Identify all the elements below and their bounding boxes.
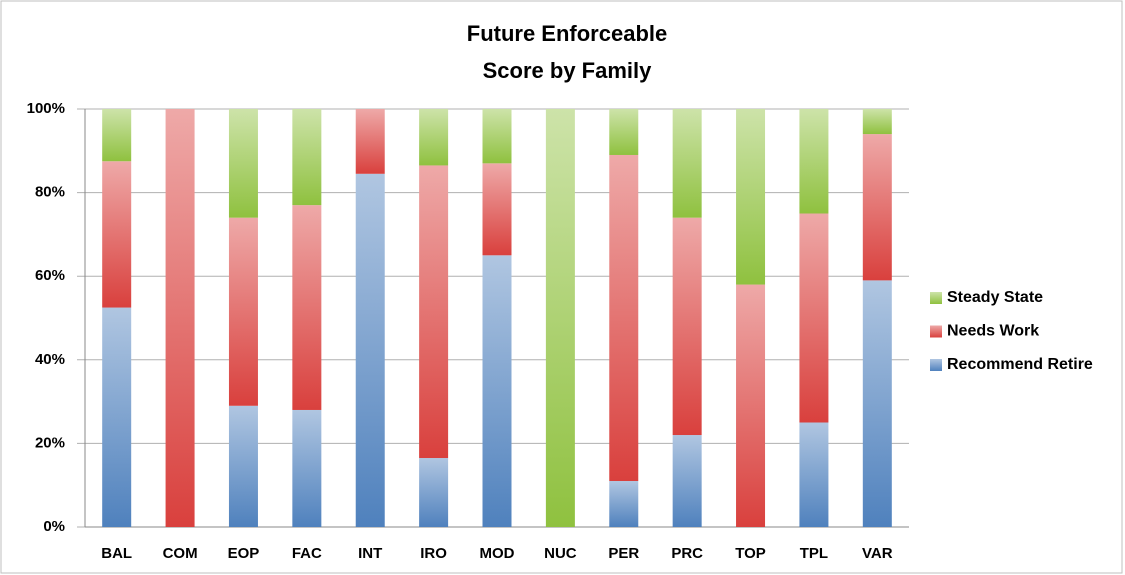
x-tick-label: EOP [228,545,260,562]
bar-segment [482,255,512,528]
bar-segment [228,109,258,218]
x-tick-label: TOP [735,545,766,562]
bar-segment [292,205,322,410]
bar-segment [482,163,512,256]
x-tick-label: INT [358,545,382,562]
bar-segment [545,109,575,527]
bar-segment [736,109,766,285]
bar-segment [419,458,449,527]
x-tick-label: MOD [480,545,515,562]
legend-swatch [930,292,942,304]
x-tick-label: BAL [101,545,132,562]
legend-swatch [930,325,942,338]
bar-segment [355,109,385,174]
legend-label: Needs Work [947,323,1039,340]
x-tick-label: TPL [800,545,828,562]
bar-segment [228,405,258,527]
bar-segment [862,109,892,135]
bar-segment [419,109,449,166]
bar-segment [609,154,639,482]
bar-segment [672,435,702,527]
chart-title: Score by Family [483,58,653,83]
bar-segment [862,134,892,281]
bar-segment [165,109,195,527]
bar-segment [292,109,322,206]
bar-segment [102,161,132,308]
y-tick-label: 100% [27,100,65,117]
bar-segment [609,109,639,155]
x-tick-label: NUC [544,545,577,562]
bar-segment [102,109,132,162]
legend-label: Steady State [947,289,1043,306]
bar-segment [862,280,892,527]
chart-title: Future Enforceable [467,21,667,46]
bar-segment [672,217,702,436]
bar-segment [228,217,258,406]
legend-swatch [930,359,942,371]
bar-segment [799,213,829,423]
bar-segment [292,409,322,527]
bar-segment [482,109,512,164]
x-tick-label: PRC [671,545,703,562]
legend-label: Recommend Retire [947,356,1093,373]
y-tick-label: 0% [43,518,65,535]
y-tick-label: 20% [35,434,65,451]
bar-segment [102,307,132,527]
bar-segment [419,165,449,459]
y-tick-label: 40% [35,351,65,368]
bar-segment [799,422,829,527]
x-tick-label: PER [608,545,639,562]
bar-segment [736,284,766,527]
y-tick-label: 80% [35,184,65,201]
x-tick-label: COM [163,545,198,562]
x-tick-label: FAC [292,545,322,562]
y-tick-label: 60% [35,267,65,284]
x-tick-label: IRO [420,545,447,562]
x-tick-label: VAR [862,545,893,562]
bar-segment [672,109,702,218]
bar-segment [355,173,385,528]
bar-segment [799,109,829,214]
bar-segment [609,481,639,527]
